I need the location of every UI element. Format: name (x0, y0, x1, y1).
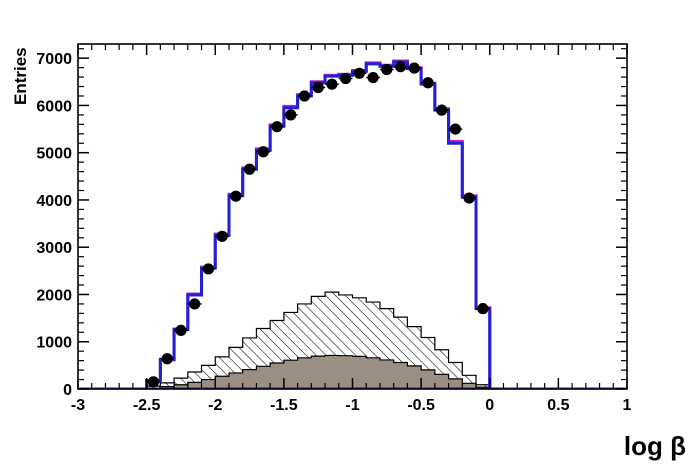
x-axis-tick-label: -2.5 (133, 397, 161, 414)
data-point-marker (340, 72, 352, 85)
y-axis-tick-label: 1000 (36, 335, 72, 352)
x-axis-tick-label: -1.5 (270, 397, 298, 414)
x-axis-title: log β (624, 431, 686, 461)
y-axis-tick-label: 2000 (36, 287, 72, 304)
y-axis-ticks (78, 48, 627, 390)
y-axis-tick-label: 6000 (36, 98, 72, 115)
x-axis-ticks (77, 44, 628, 389)
data-point-marker (216, 230, 228, 242)
data-point-marker (422, 77, 434, 89)
y-axis-tick-label: 3000 (36, 240, 72, 257)
data-point-marker (394, 61, 407, 73)
total-mc-blue-histogram (132, 60, 492, 389)
data-points-layer (146, 61, 490, 388)
axis-frame: 0 1000 2000 3000 4000 5000 6000 7000 -3 -2.5 -2 -1… (36, 43, 632, 414)
data-point-marker (463, 192, 475, 204)
data-point-marker (477, 303, 489, 315)
data-point-marker (230, 190, 242, 202)
data-point-marker (436, 104, 448, 116)
x-axis-tick-label: -2 (208, 397, 222, 414)
data-point-marker (298, 90, 311, 102)
data-point-marker (408, 62, 420, 74)
x-axis-tick-label: 1 (623, 397, 632, 414)
x-axis-tick-label: -3 (71, 397, 85, 414)
series-layer (78, 59, 627, 389)
x-axis-tick-label: -1 (345, 397, 359, 414)
data-point-marker (257, 146, 269, 158)
data-point-marker (175, 324, 187, 336)
data-point-marker (271, 121, 283, 133)
x-axis-tick-label: 0.5 (547, 397, 569, 414)
data-point-marker (312, 81, 324, 94)
data-point-marker (161, 353, 173, 365)
x-axis-tick-labels: -3 -2.5 -2 -1.5 -1 -0.5 0 0.5 1 (71, 397, 632, 414)
data-point-marker (326, 78, 338, 90)
data-point-marker (449, 123, 462, 135)
y-axis-tick-label: 4000 (36, 193, 72, 210)
signal-filled-histogram (132, 354, 491, 389)
data-point-marker (353, 67, 365, 79)
data-point-marker (189, 298, 201, 310)
x-axis-tick-label: -0.5 (407, 397, 435, 414)
y-axis-tick-labels: 0 1000 2000 3000 4000 5000 6000 7000 (36, 51, 72, 399)
data-point-marker (381, 63, 393, 76)
y-axis-tick-label: 0 (63, 382, 72, 399)
data-point-marker (285, 109, 297, 121)
y-axis-tick-label: 7000 (36, 51, 72, 68)
y-axis-tick-label: 5000 (36, 146, 72, 163)
x-axis-tick-label: 0 (485, 397, 494, 414)
y-axis-title: Entries (11, 47, 30, 105)
data-point-marker (202, 263, 214, 275)
data-point-marker (367, 71, 379, 84)
data-point-marker (147, 376, 160, 388)
data-point-marker (243, 163, 256, 175)
